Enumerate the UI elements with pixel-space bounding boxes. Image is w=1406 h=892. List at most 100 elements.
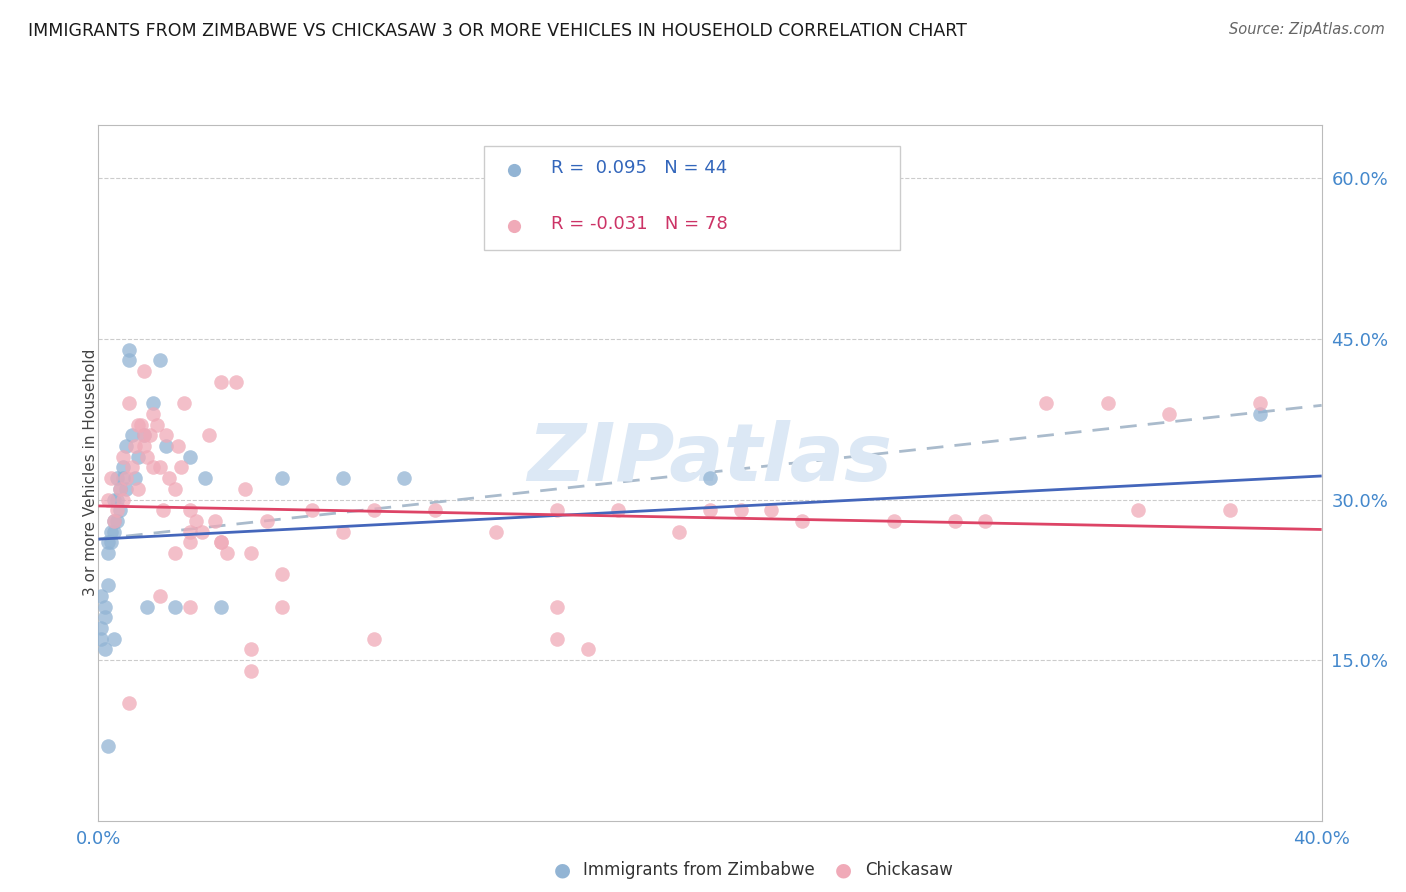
Point <box>225 375 247 389</box>
Point <box>134 364 156 378</box>
Point <box>105 503 128 517</box>
Point <box>363 503 385 517</box>
Point <box>699 503 721 517</box>
Point <box>90 621 112 635</box>
Point <box>93 599 115 614</box>
Text: ●: ● <box>554 860 571 880</box>
Point <box>142 460 165 475</box>
Point <box>155 428 177 442</box>
Point <box>209 599 232 614</box>
Point <box>240 664 263 678</box>
Point <box>301 503 323 517</box>
Point <box>93 610 115 624</box>
Point <box>111 492 134 507</box>
Point <box>668 524 690 539</box>
Point <box>105 471 128 485</box>
Point <box>179 599 201 614</box>
Point <box>943 514 966 528</box>
Point <box>121 428 143 442</box>
Point <box>127 417 149 432</box>
Point <box>1097 396 1119 410</box>
Point <box>136 599 159 614</box>
Point <box>607 503 630 517</box>
Point <box>209 375 232 389</box>
Point <box>1249 396 1271 410</box>
Point <box>332 471 354 485</box>
Point <box>179 450 201 464</box>
Point <box>97 739 120 753</box>
Point <box>233 482 256 496</box>
Point <box>129 417 152 432</box>
Point <box>142 396 165 410</box>
Point <box>332 524 354 539</box>
Point <box>127 450 149 464</box>
Point <box>576 642 599 657</box>
Point <box>179 535 201 549</box>
Point <box>163 546 186 560</box>
Point <box>152 503 174 517</box>
Point <box>149 460 172 475</box>
Point <box>103 632 125 646</box>
Point <box>270 471 292 485</box>
Point <box>197 428 219 442</box>
Point <box>149 353 172 368</box>
Point <box>142 407 165 421</box>
Point <box>97 492 120 507</box>
Point <box>163 599 186 614</box>
Text: Immigrants from Zimbabwe: Immigrants from Zimbabwe <box>583 861 815 879</box>
Point <box>240 642 263 657</box>
Text: R =  0.095   N = 44: R = 0.095 N = 44 <box>551 159 727 177</box>
Point <box>209 535 232 549</box>
Point <box>115 482 138 496</box>
Point <box>173 396 195 410</box>
Point <box>118 353 141 368</box>
Point <box>204 514 226 528</box>
Text: Source: ZipAtlas.com: Source: ZipAtlas.com <box>1229 22 1385 37</box>
Point <box>485 524 508 539</box>
Point <box>145 417 167 432</box>
Point <box>103 492 125 507</box>
Point <box>90 632 112 646</box>
Point <box>179 524 201 539</box>
Point <box>186 514 208 528</box>
Point <box>883 514 905 528</box>
Point <box>1219 503 1241 517</box>
Point <box>134 428 156 442</box>
Point <box>730 503 752 517</box>
Point <box>136 450 159 464</box>
Point <box>105 514 128 528</box>
Point <box>1035 396 1057 410</box>
Text: R = -0.031   N = 78: R = -0.031 N = 78 <box>551 215 728 233</box>
Point <box>240 546 263 560</box>
FancyBboxPatch shape <box>484 145 900 250</box>
Point <box>546 503 568 517</box>
Point <box>103 514 125 528</box>
Point <box>124 471 146 485</box>
Point <box>100 524 122 539</box>
Text: ●: ● <box>835 860 852 880</box>
Point <box>134 439 156 453</box>
Point <box>111 450 134 464</box>
Point <box>93 642 115 657</box>
Point <box>170 460 193 475</box>
Point <box>790 514 813 528</box>
Point <box>118 343 141 357</box>
Point <box>111 471 134 485</box>
Point <box>209 535 232 549</box>
Point <box>167 439 190 453</box>
Text: IMMIGRANTS FROM ZIMBABWE VS CHICKASAW 3 OR MORE VEHICLES IN HOUSEHOLD CORRELATIO: IMMIGRANTS FROM ZIMBABWE VS CHICKASAW 3 … <box>28 22 967 40</box>
Point <box>270 599 292 614</box>
Point <box>149 589 172 603</box>
Point <box>103 524 125 539</box>
Point <box>256 514 278 528</box>
Point <box>100 471 122 485</box>
Point <box>699 471 721 485</box>
Y-axis label: 3 or more Vehicles in Household: 3 or more Vehicles in Household <box>83 349 97 597</box>
Point <box>1249 407 1271 421</box>
Point <box>127 482 149 496</box>
Point <box>97 535 120 549</box>
Point <box>392 471 416 485</box>
Point <box>97 578 120 592</box>
Point <box>108 503 131 517</box>
Point <box>105 492 128 507</box>
